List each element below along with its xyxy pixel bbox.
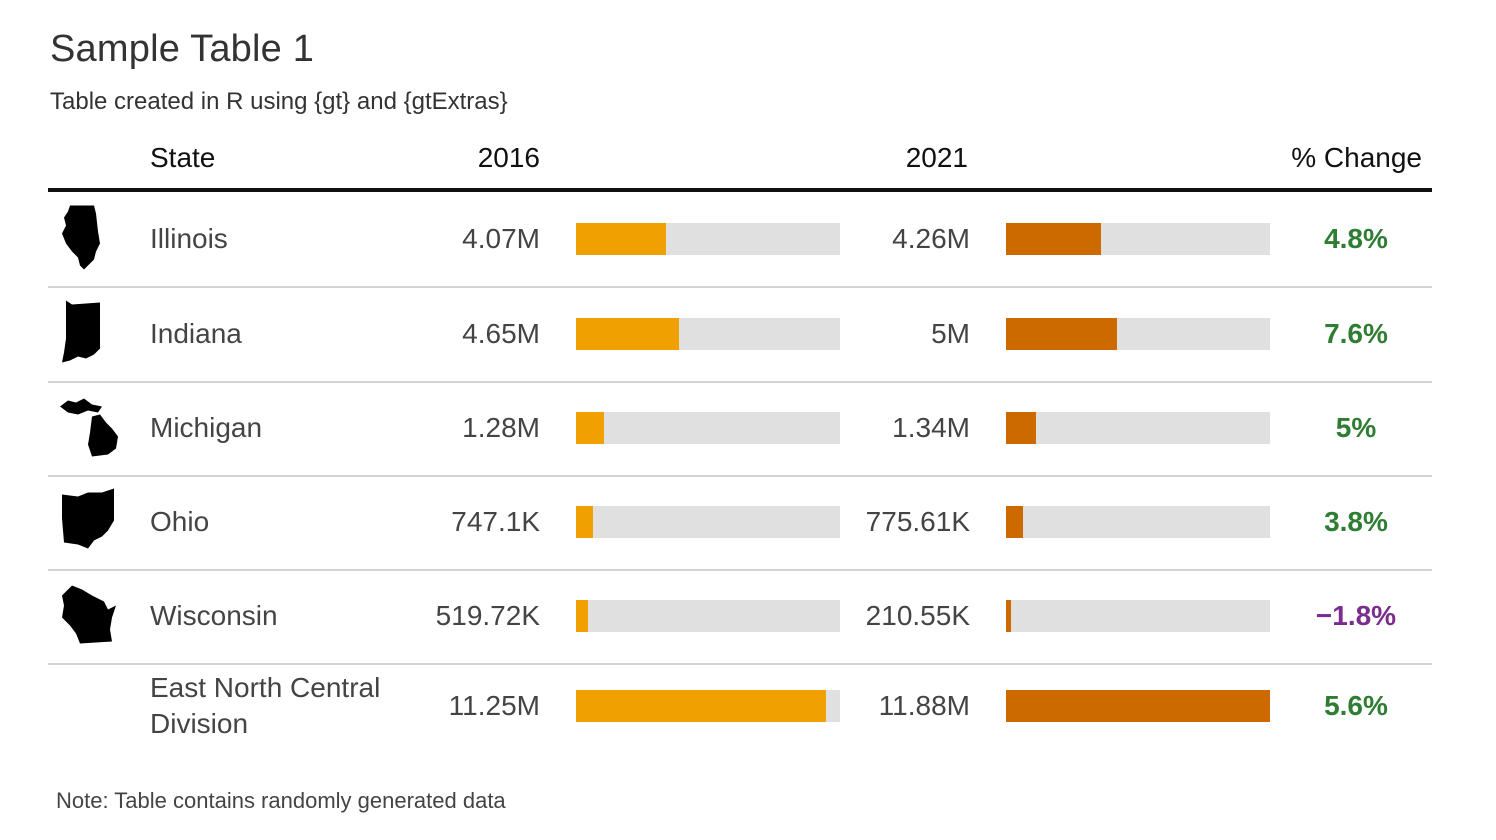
bar-track-2016 [576,506,840,538]
state-name: East North Central Division [150,672,381,739]
table-row: East North Central Division 11.25M 11.88M 5… [48,663,1432,749]
bar-track-2016 [576,412,840,444]
table-header: State 2016 2021 % Change [48,138,1432,192]
value-2021: 1.34M [892,412,970,443]
percent-change: 5% [1335,412,1377,443]
value-2021: 775.61K [865,506,970,537]
state-name: Michigan [150,412,263,443]
bar-2021 [1006,506,1024,538]
percent-change: 3.8% [1324,506,1388,537]
header-2016: 2016 [477,142,540,173]
state-name: Illinois [150,223,228,254]
table-row: Michigan 1.28M 1.34M 5% [48,381,1432,477]
percent-change: −1.8% [1315,600,1397,631]
bar-2021 [1006,600,1011,632]
value-2021: 4.26M [892,223,970,254]
bar-2016 [576,600,588,632]
percent-change: 7.6% [1324,318,1388,349]
bar-2016 [576,223,667,255]
value-2016: 1.28M [462,412,540,443]
value-2016: 4.07M [462,223,540,254]
michigan-silhouette-icon [58,393,124,464]
bar-track-2021 [1006,412,1270,444]
bar-track-2016 [576,223,840,255]
bar-2021 [1006,412,1036,444]
table-title: Sample Table 1 [50,28,315,70]
percent-change: 4.8% [1324,223,1388,254]
table-row: Ohio 747.1K 775.61K 3.8% [48,475,1432,571]
value-2016: 4.65M [462,318,540,349]
value-2021: 11.88M [878,690,970,721]
value-2021: 5M [931,318,970,349]
bar-2021 [1006,318,1118,350]
value-2021: 210.55K [865,600,970,631]
bar-2016 [576,506,593,538]
state-name: Ohio [150,506,210,537]
ohio-silhouette-icon [58,488,118,556]
wisconsin-silhouette-icon [58,582,122,651]
bar-2016 [576,690,826,722]
bar-2016 [576,318,680,350]
bar-track-2016 [576,600,840,632]
value-2016: 747.1K [451,506,540,537]
illinois-silhouette-icon [58,204,104,275]
bar-track-2021 [1006,318,1270,350]
value-2016: 519.72K [435,600,540,631]
indiana-silhouette-icon [58,299,104,370]
table-row: Wisconsin 519.72K 210.55K −1.8% [48,569,1432,665]
bar-track-2016 [576,690,840,722]
value-2016: 11.25M [448,690,540,721]
bar-2021 [1006,223,1101,255]
percent-change: 5.6% [1324,690,1388,721]
header-2021: 2021 [905,142,968,173]
bar-2016 [576,412,605,444]
bar-track-2016 [576,318,840,350]
table-row: Indiana 4.65M 5M 7.6% [48,287,1432,383]
bar-2021 [1006,690,1270,722]
bar-track-2021 [1006,690,1270,722]
table-subtitle: Table created in R using {gt} and {gtExt… [50,88,508,115]
header-state: State [150,142,216,173]
bar-track-2021 [1006,600,1270,632]
header-change: % Change [1291,142,1422,173]
bar-track-2021 [1006,506,1270,538]
state-name: Wisconsin [150,600,278,631]
state-name: Indiana [150,318,242,349]
bar-track-2021 [1006,223,1270,255]
table-row: Illinois 4.07M 4.26M 4.8% [48,192,1432,288]
table-note: Note: Table contains randomly generated … [56,788,506,813]
